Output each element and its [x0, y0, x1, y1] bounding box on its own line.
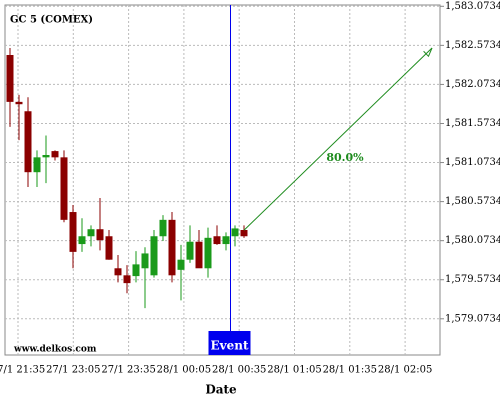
y-tick-label: 1,579.0734 — [445, 313, 500, 324]
x-tick-label: 28/1 00:05 — [157, 365, 211, 376]
x-tick-label: 28/1 02:05 — [378, 365, 432, 376]
candle-body — [60, 157, 68, 220]
arrow-head — [423, 47, 433, 58]
candle-body — [195, 241, 203, 269]
candle-body — [186, 241, 194, 260]
x-tick-label: 28/1 01:05 — [267, 365, 321, 376]
candle-body — [78, 236, 86, 245]
candle-body — [96, 229, 104, 241]
y-tick-label: 1,581.0734 — [445, 157, 500, 168]
y-tick-label: 1,581.5734 — [445, 118, 500, 129]
y-tick-label: 1,582.0734 — [445, 79, 500, 90]
candle-body — [105, 236, 113, 260]
x-tick-label: 27/1 23:35 — [101, 365, 155, 376]
forecast-label: 80.0% — [326, 151, 364, 164]
x-axis-label: Date — [205, 383, 237, 397]
y-tick-label: 1,583.0734 — [445, 1, 500, 12]
chart-title: GC 5 (COMEX) — [10, 15, 93, 26]
candle-body — [231, 228, 239, 237]
candle-body — [141, 253, 149, 269]
candle-body — [24, 111, 32, 173]
candle-body — [87, 229, 95, 237]
plot-area — [4, 4, 441, 356]
candle-body — [222, 236, 230, 245]
candle-body — [177, 259, 185, 270]
candle-body — [114, 268, 122, 276]
x-tick-label: 27/1 23:05 — [46, 365, 100, 376]
y-tick-label: 1,580.5734 — [445, 196, 500, 207]
candle-body — [204, 237, 212, 269]
watermark: www.delkos.com — [13, 345, 97, 355]
candle-body — [15, 101, 23, 105]
candle-body — [168, 219, 176, 276]
candle-body — [42, 155, 50, 158]
candle-body — [240, 230, 248, 237]
x-tick-label: 28/1 00:35 — [212, 365, 266, 376]
y-tick-label: 1,580.0734 — [445, 235, 500, 246]
candle-body — [123, 275, 131, 284]
candle-body — [51, 151, 59, 158]
event-label: Event — [210, 339, 248, 353]
candle-body — [159, 219, 167, 237]
candle-body — [213, 236, 221, 245]
candle-body — [150, 236, 158, 276]
candle-body — [33, 157, 41, 173]
x-tick-label: 27/1 21:35 — [0, 365, 45, 376]
y-tick-label: 1,579.5734 — [445, 274, 500, 285]
x-tick-label: 28/1 01:35 — [323, 365, 377, 376]
candle-body — [132, 264, 140, 277]
forecast-arrow — [243, 47, 433, 231]
event-box — [208, 331, 251, 355]
candle-body — [6, 55, 14, 102]
y-tick-label: 1,582.5734 — [445, 40, 500, 51]
candle-body — [69, 212, 77, 252]
